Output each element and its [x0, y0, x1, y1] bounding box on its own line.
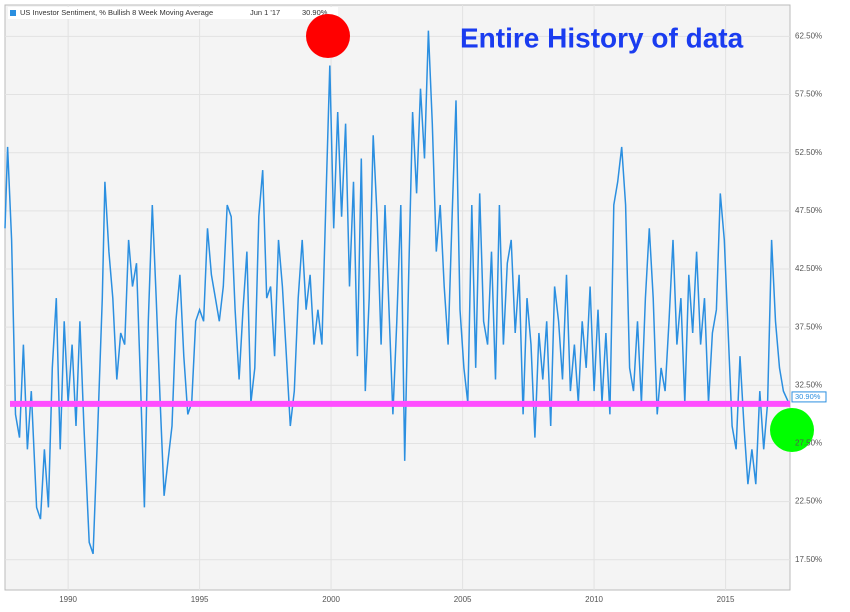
y-tick-label: 52.50% — [795, 148, 822, 157]
chart-title: Entire History of data — [460, 22, 744, 53]
legend-box — [8, 7, 338, 19]
y-tick-label: 47.50% — [795, 206, 822, 215]
y-tick-label: 32.50% — [795, 380, 822, 389]
x-tick-label: 2015 — [717, 595, 735, 604]
legend-value: 30.90% — [302, 8, 328, 17]
y-tick-label: 42.50% — [795, 264, 822, 273]
y-tick-label: 37.50% — [795, 322, 822, 331]
green-dot — [770, 408, 814, 452]
last-value-label: 30.90% — [795, 392, 821, 401]
last-value-tag — [791, 391, 827, 403]
y-tick-label: 27.50% — [795, 439, 822, 448]
legend-swatch — [10, 10, 16, 16]
y-tick-label: 62.50% — [795, 32, 822, 41]
legend-date: Jun 1 '17 — [250, 8, 280, 17]
x-tick-label: 2005 — [454, 595, 472, 604]
x-tick-label: 1995 — [191, 595, 209, 604]
series-line — [4, 30, 790, 555]
x-tick-label: 2010 — [585, 595, 603, 604]
legend-label: US Investor Sentiment, % Bullish 8 Week … — [20, 8, 213, 17]
y-tick-label: 22.50% — [795, 497, 822, 506]
y-tick-label: 17.50% — [795, 555, 822, 564]
y-tick-label: 57.50% — [795, 90, 822, 99]
red-dot — [306, 14, 350, 58]
x-tick-label: 2000 — [322, 595, 340, 604]
x-tick-label: 1990 — [59, 595, 77, 604]
